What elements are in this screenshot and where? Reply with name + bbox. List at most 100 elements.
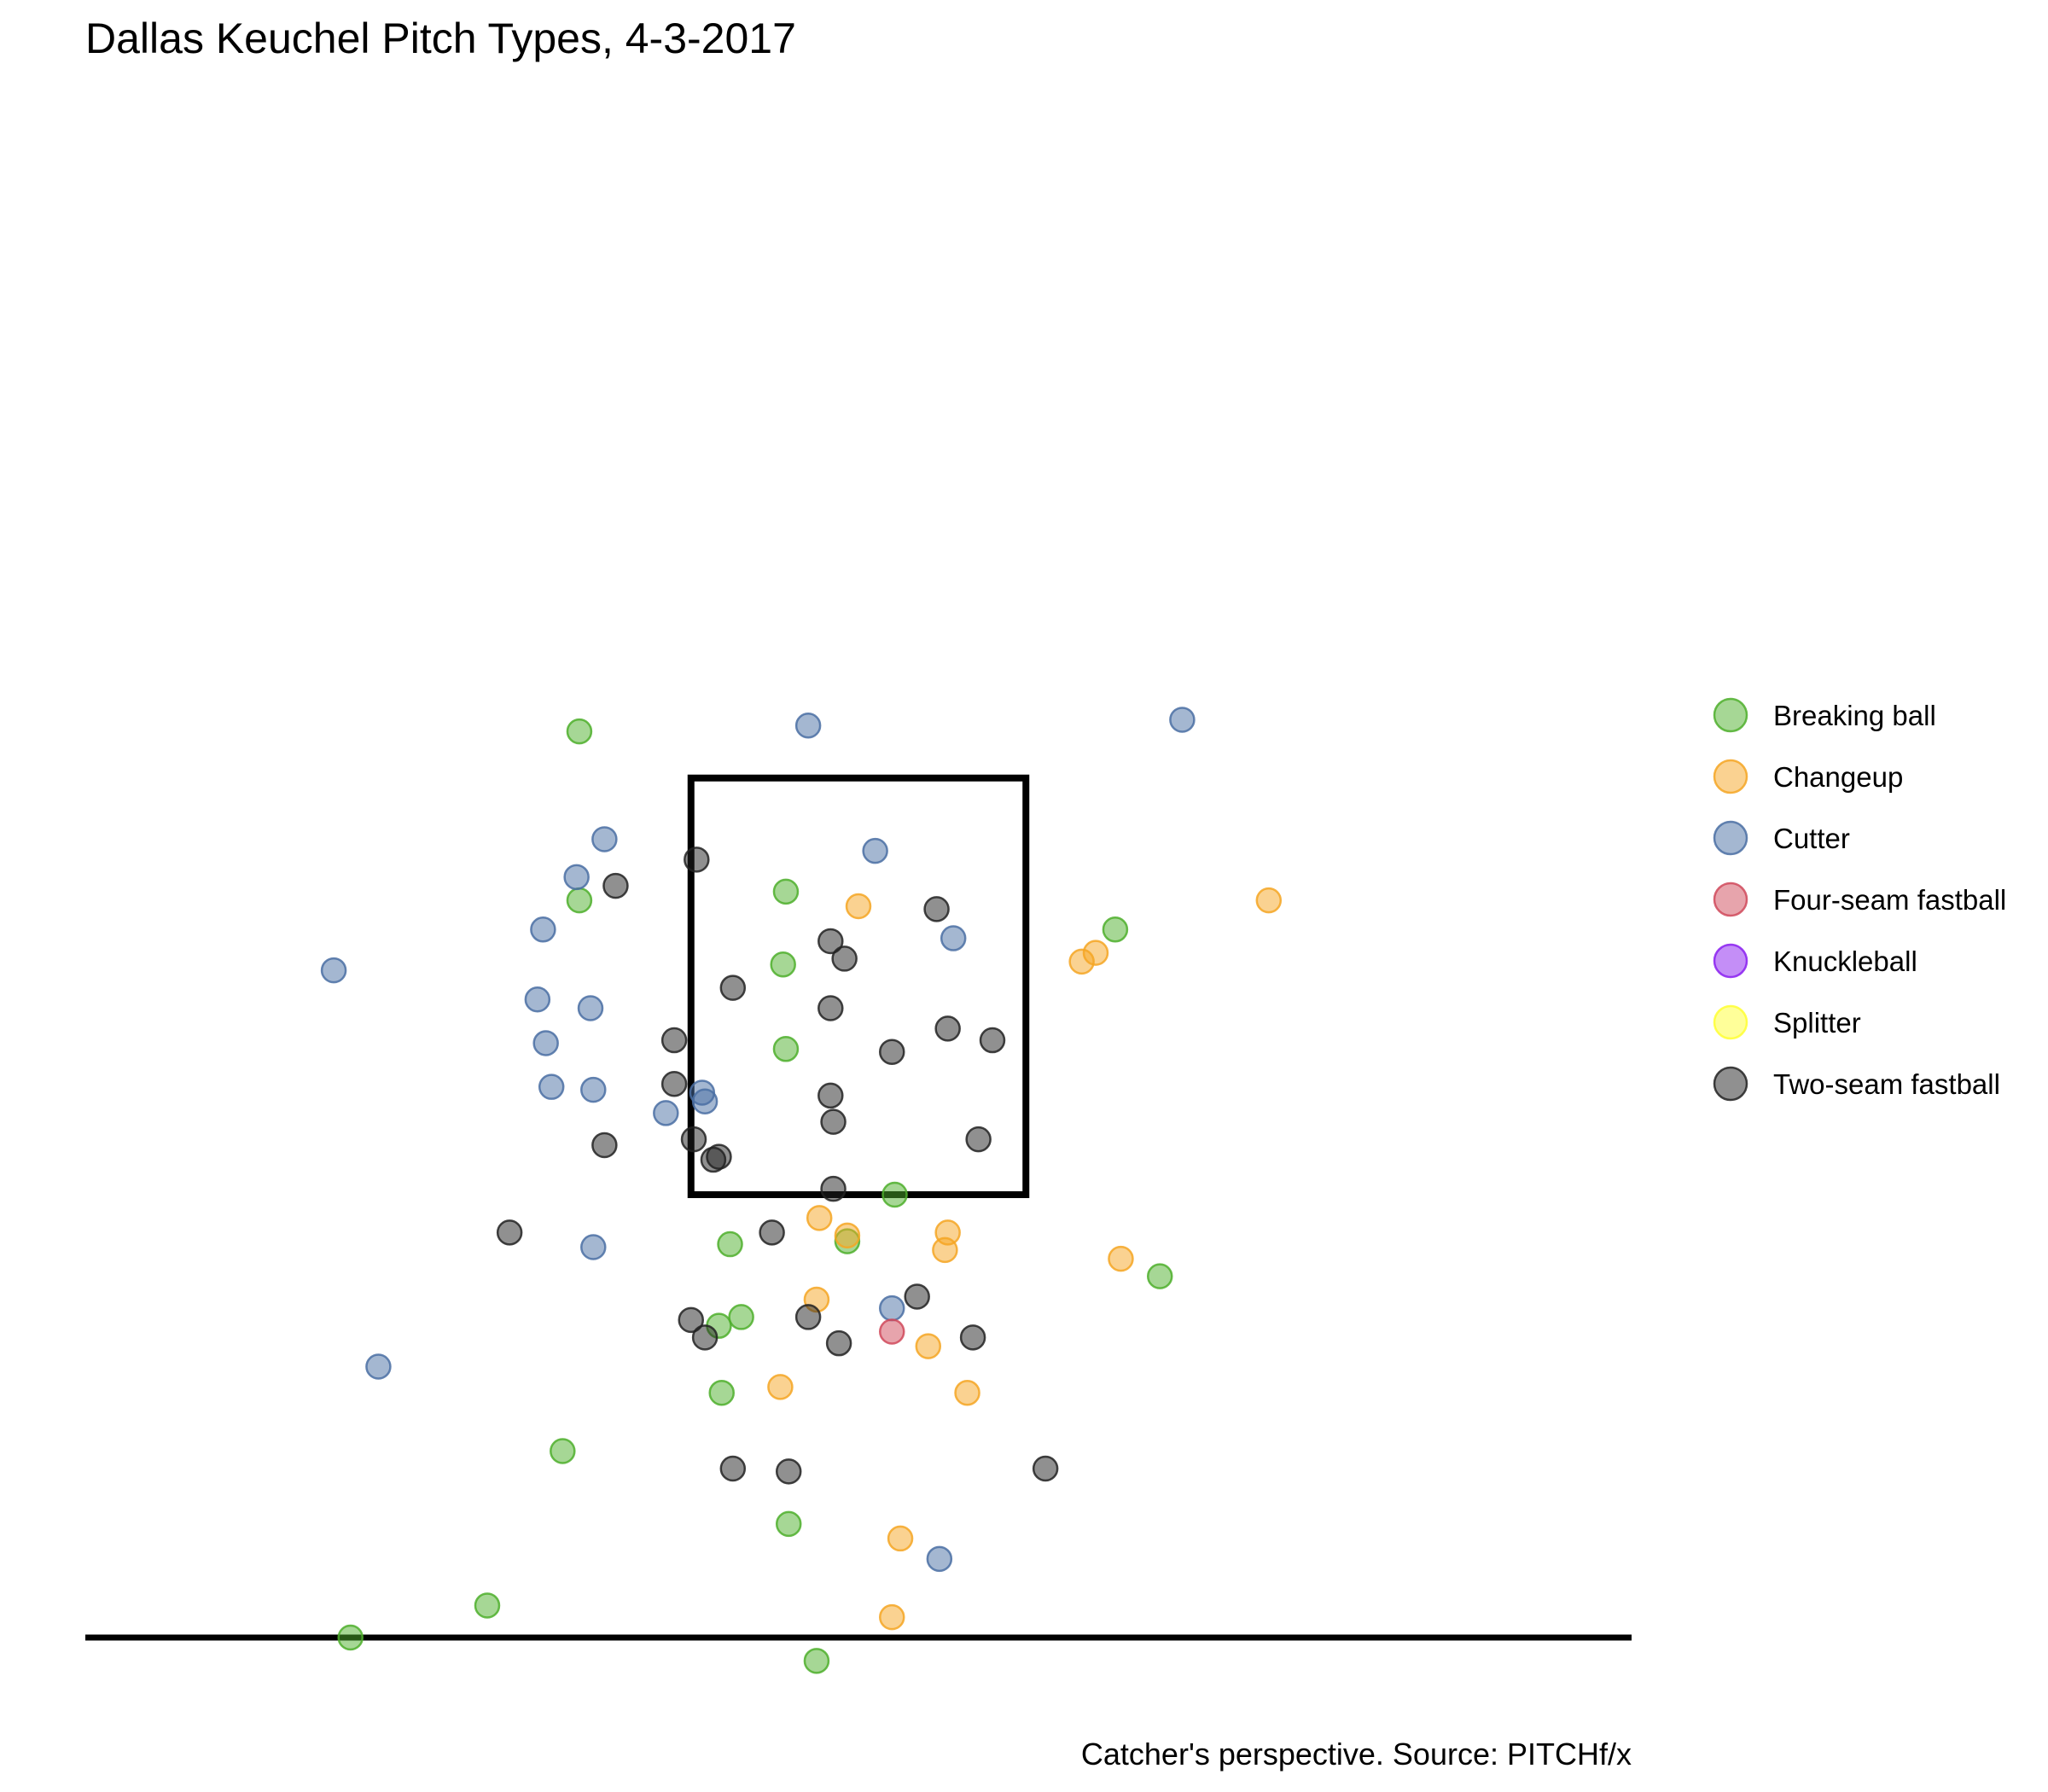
pitch-point-changeup (1068, 948, 1095, 975)
legend-key-breaking-ball (1713, 697, 1748, 733)
pitch-point-changeup (1108, 1245, 1134, 1272)
pitch-point-cutter (320, 957, 347, 984)
legend-label: Splitter (1773, 1007, 1861, 1039)
pitch-point-two-seam-fastball (660, 1071, 688, 1097)
strike-zone (687, 774, 1030, 1199)
pitch-point-breaking-ball (770, 951, 796, 978)
pitch-point-two-seam-fastball (1032, 1455, 1059, 1482)
chart-caption: Catcher's perspective. Source: PITCHf/x (1081, 1737, 1632, 1772)
pitch-point-two-seam-fastball (831, 945, 858, 972)
pitch-point-two-seam-fastball (965, 1126, 992, 1153)
pitch-point-cutter (580, 1076, 607, 1103)
pitch-point-two-seam-fastball (700, 1146, 727, 1173)
series-cutter (320, 707, 1196, 1573)
pitch-point-two-seam-fastball (979, 1027, 1006, 1054)
pitch-point-breaking-ball (1102, 916, 1129, 943)
pitch-point-cutter (794, 713, 822, 739)
series-changeup (767, 887, 1283, 1631)
series-four-seam-fastball (878, 1318, 905, 1345)
pitch-point-breaking-ball (803, 1648, 830, 1674)
pitch-point-cutter (926, 1545, 953, 1573)
pitch-point-changeup (845, 893, 872, 920)
pitch-point-breaking-ball (717, 1231, 743, 1258)
legend-item-knuckleball: Knuckleball (1713, 943, 1917, 979)
pitch-point-changeup (878, 1603, 905, 1631)
pitch-point-two-seam-fastball (684, 847, 710, 873)
legend-key-changeup (1713, 759, 1748, 794)
pitch-point-two-seam-fastball (923, 896, 950, 922)
legend-label: Changeup (1773, 761, 1903, 793)
pitch-point-two-seam-fastball (591, 1132, 618, 1159)
pitch-point-breaking-ball (474, 1592, 501, 1619)
legend-item-four-seam-fastball: Four-seam fastball (1713, 881, 2006, 917)
pitch-point-two-seam-fastball (719, 1455, 747, 1482)
pitch-point-two-seam-fastball (825, 1329, 852, 1357)
pitch-point-cutter (532, 1030, 559, 1056)
pitch-point-changeup (1255, 887, 1283, 914)
pitch-point-breaking-ball (772, 1036, 800, 1062)
chart-title: Dallas Keuchel Pitch Types, 4-3-2017 (85, 15, 796, 62)
legend: Breaking ball Changeup Cutter Four-seam fas… (1713, 697, 2006, 1102)
pitch-point-cutter (365, 1353, 392, 1380)
pitch-point-two-seam-fastball (820, 1175, 847, 1202)
pitch-point-two-seam-fastball (959, 1324, 986, 1351)
pitch-point-two-seam-fastball (496, 1219, 523, 1246)
pitch-point-breaking-ball (708, 1379, 735, 1406)
legend-label: Cutter (1773, 823, 1850, 854)
plot-area (85, 707, 1632, 1674)
pitch-point-two-seam-fastball (680, 1126, 707, 1153)
pitch-point-cutter (878, 1295, 905, 1322)
pitch-point-cutter (580, 1234, 607, 1260)
pitch-point-two-seam-fastball (817, 1082, 844, 1109)
legend-item-breaking-ball: Breaking ball (1713, 697, 1936, 733)
pitch-point-four-seam-fastball (878, 1318, 905, 1345)
legend-item-splitter: Splitter (1713, 1004, 1861, 1040)
legend-label: Four-seam fastball (1773, 884, 2006, 916)
pitch-point-breaking-ball (728, 1304, 754, 1330)
pitch-point-breaking-ball (1146, 1263, 1173, 1289)
legend-item-two-seam-fastball: Two-seam fastball (1713, 1066, 2000, 1102)
pitch-point-changeup (932, 1236, 958, 1264)
pitch-point-cutter (1169, 707, 1196, 733)
pitch-point-two-seam-fastball (691, 1324, 719, 1351)
pitch-point-cutter (653, 1100, 679, 1126)
legend-key-cutter (1713, 820, 1748, 856)
pitch-point-changeup (887, 1525, 914, 1552)
pitch-point-breaking-ball (566, 718, 593, 745)
pitch-point-two-seam-fastball (820, 1108, 847, 1135)
legend-label: Breaking ball (1773, 700, 1936, 731)
pitch-point-breaking-ball (881, 1181, 908, 1208)
legend-key-two-seam-fastball (1713, 1066, 1748, 1102)
pitch-point-changeup (806, 1205, 833, 1231)
pitch-point-two-seam-fastball (794, 1304, 822, 1330)
pitch-point-cutter (591, 826, 618, 852)
pitch-point-cutter (530, 916, 556, 943)
pitch-point-two-seam-fastball (878, 1039, 905, 1065)
legend-key-four-seam-fastball (1713, 881, 1748, 917)
legend-label: Two-seam fastball (1773, 1068, 2000, 1100)
pitch-point-breaking-ball (550, 1438, 576, 1464)
pitch-point-cutter (577, 995, 604, 1021)
pitch-point-cutter (940, 925, 967, 951)
legend-label: Knuckleball (1773, 945, 1917, 977)
pitch-point-changeup (834, 1222, 861, 1249)
pitch-point-changeup (767, 1374, 794, 1400)
pitch-point-two-seam-fastball (660, 1027, 688, 1054)
pitch-point-two-seam-fastball (602, 872, 629, 899)
pitch-point-cutter (563, 864, 590, 891)
legend-item-cutter: Cutter (1713, 820, 1850, 856)
pitch-point-two-seam-fastball (678, 1306, 705, 1334)
pitch-point-cutter (689, 1079, 716, 1106)
legend-key-knuckleball (1713, 943, 1748, 979)
pitch-point-two-seam-fastball (759, 1219, 785, 1246)
pitch-point-cutter (862, 837, 888, 864)
pitch-point-breaking-ball (775, 1510, 802, 1538)
pitch-point-two-seam-fastball (817, 995, 844, 1021)
pitch-point-cutter (524, 986, 551, 1013)
pitch-point-two-seam-fastball (719, 975, 747, 1001)
pitch-point-two-seam-fastball (904, 1283, 930, 1310)
pitch-point-breaking-ball (772, 878, 800, 905)
pitch-point-breaking-ball (566, 887, 593, 914)
pitch-point-changeup (954, 1379, 980, 1406)
